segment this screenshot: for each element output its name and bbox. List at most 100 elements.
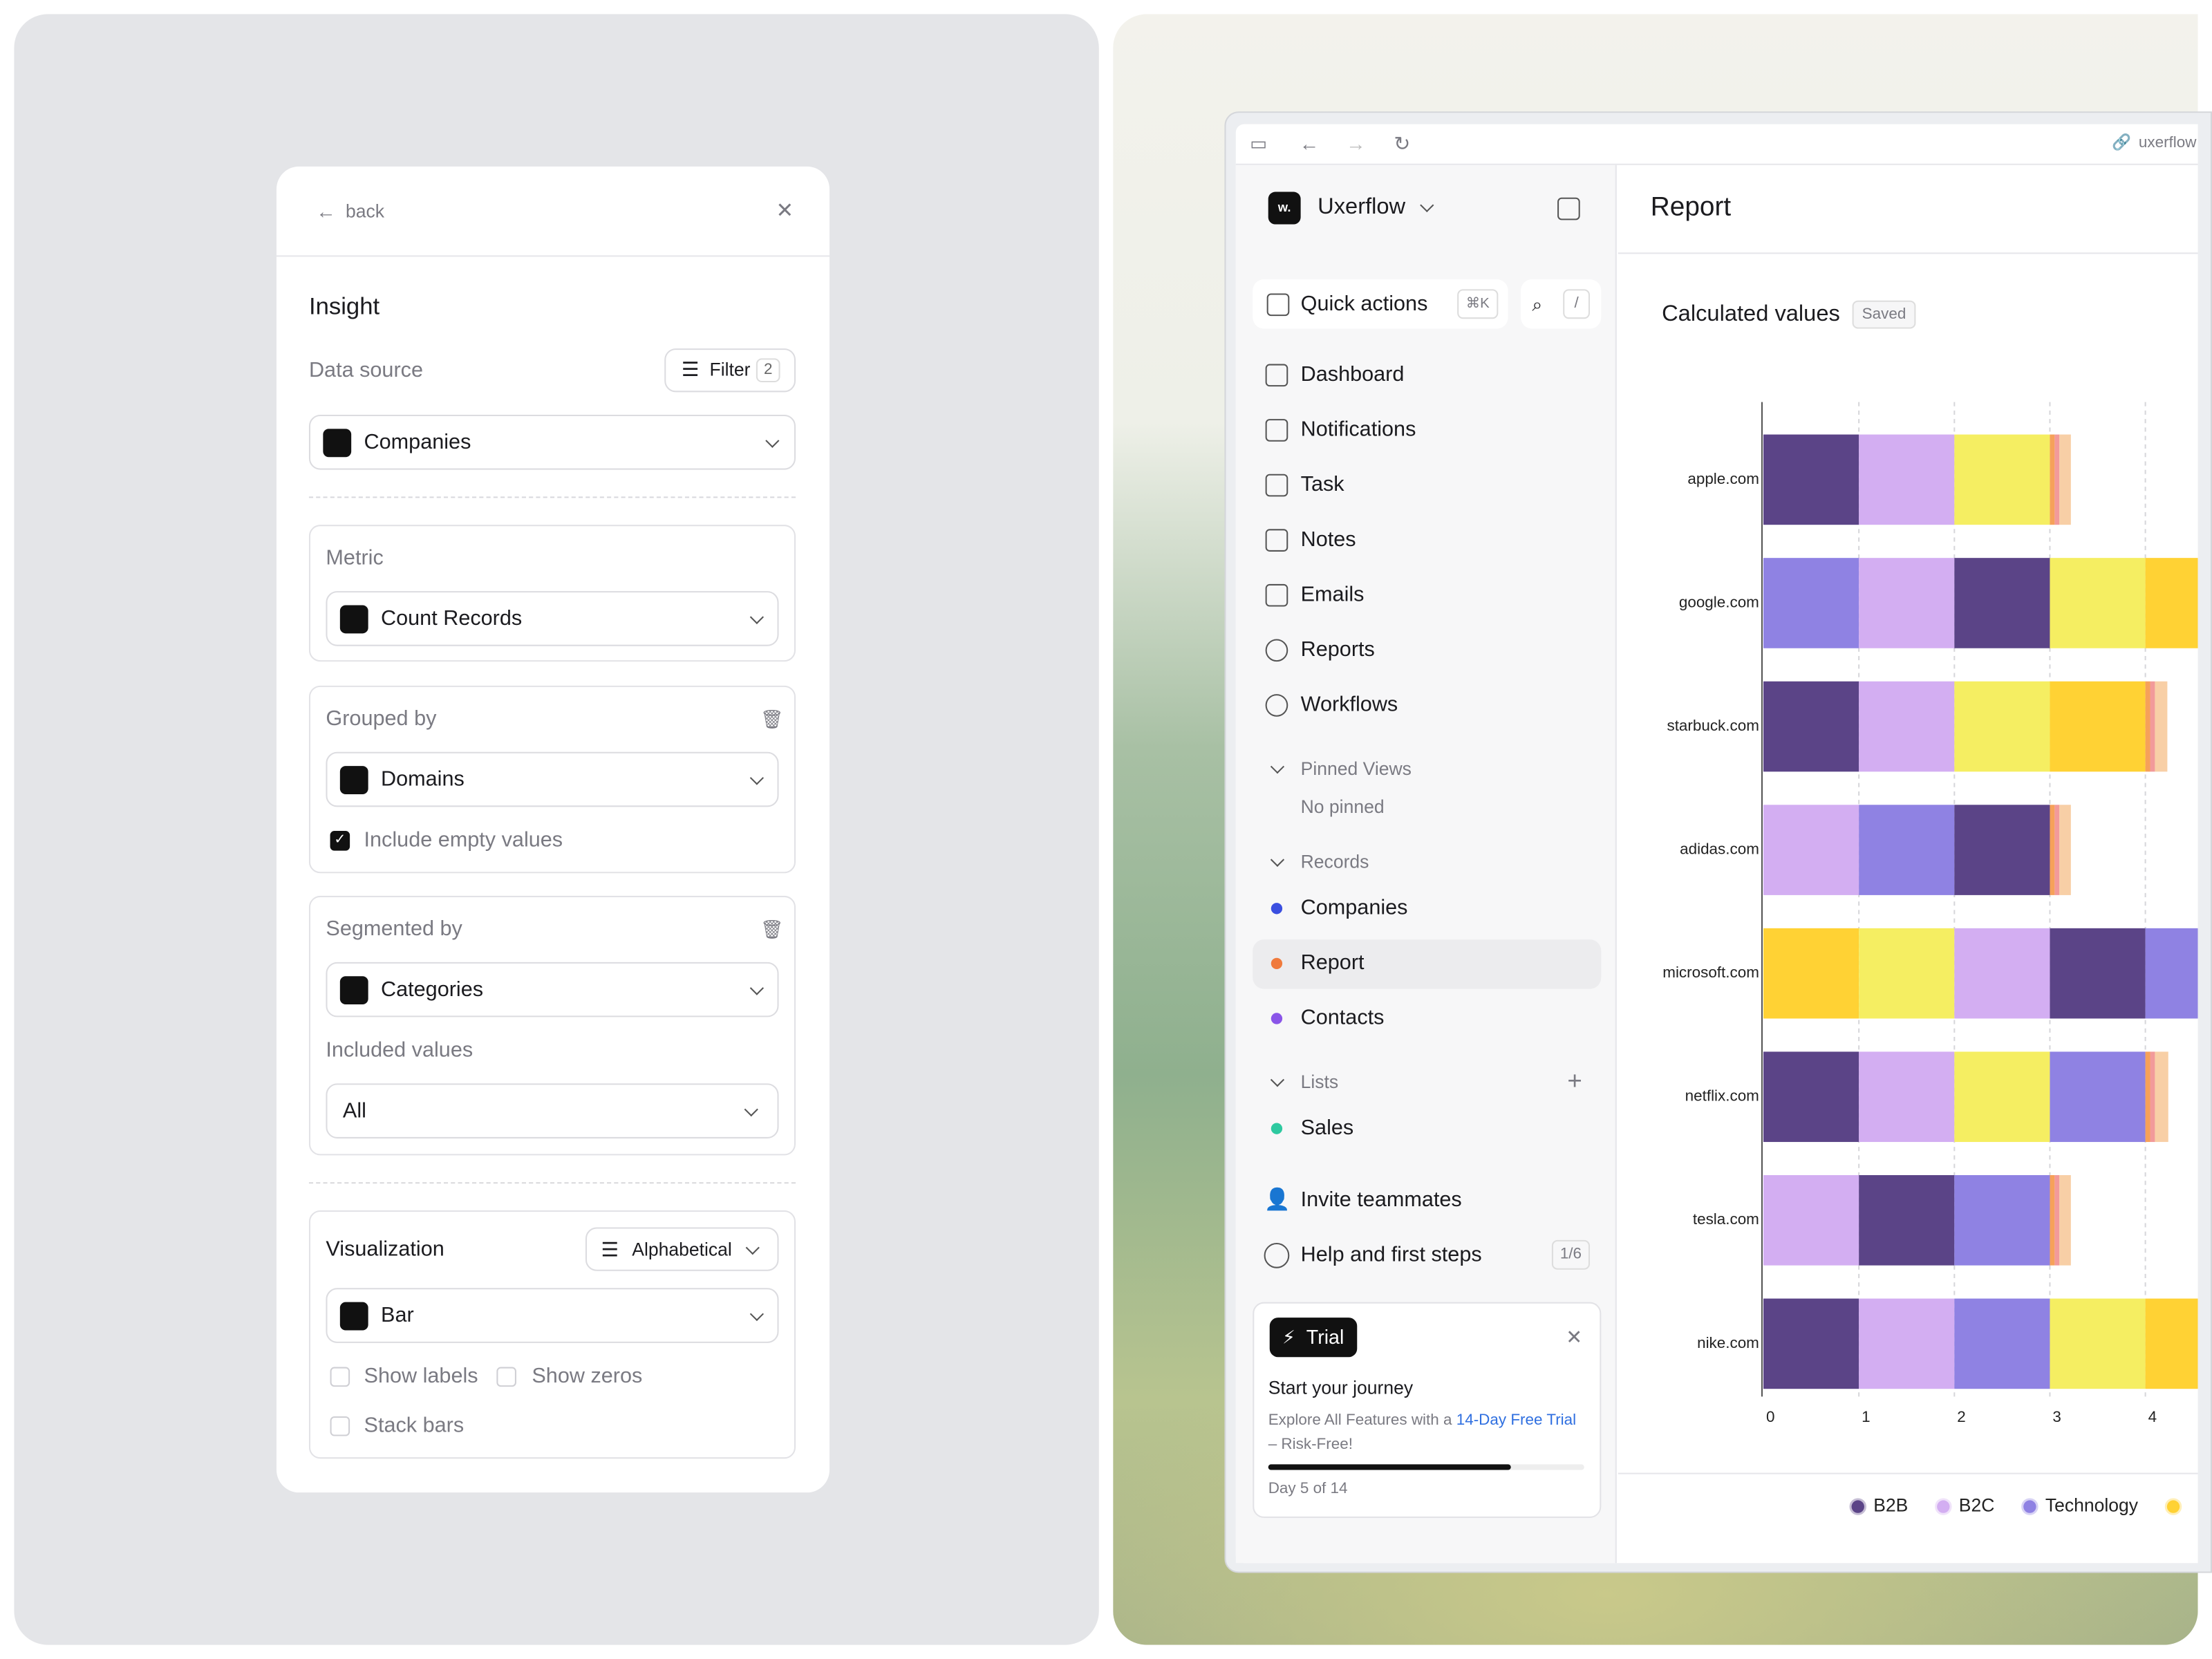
checkbox-label: Show zeros [532,1364,643,1389]
legend-label: B2B [1873,1495,1908,1516]
bar-segment [2054,805,2060,895]
nav-item[interactable]: Reports [1300,637,1375,662]
y-tick-label: adidas.com [1680,841,1759,858]
bar-segment [1859,1175,1955,1266]
section-title[interactable]: Records [1300,851,1369,872]
nav-icon [1265,364,1288,387]
select[interactable] [326,591,779,646]
checkbox-label: Stack bars [364,1413,465,1438]
bar-segment [1763,928,1859,1019]
x-tick-label: 3 [2052,1408,2061,1425]
trial-badge [1269,1318,1358,1358]
select[interactable] [326,1288,779,1343]
sort-label: Alphabetical [632,1239,732,1260]
nav-item[interactable]: Notifications [1300,418,1416,442]
nav-item[interactable]: Task [1300,472,1344,497]
checkbox-label: Show labels [364,1364,478,1389]
delete-button[interactable]: 🗑 [760,918,784,940]
sidebar-toggle[interactable]: ▭ [1250,133,1268,154]
nav-item[interactable]: Invite teammates [1300,1188,1462,1212]
bar-segment [2050,1051,2146,1143]
select[interactable] [326,1083,779,1138]
nav-item[interactable]: Report [1300,950,1365,975]
nav-item[interactable]: Workflows [1300,693,1398,717]
checkbox[interactable] [496,1367,516,1387]
bar-segment [2145,558,2198,648]
select-value: Count Records [381,606,523,631]
nav-item[interactable]: Help and first steps [1300,1242,1482,1267]
select-value: Companies [364,430,471,455]
checkbox-checked[interactable]: ✓ [330,831,350,851]
active-item [1253,939,1602,989]
bar-segment [1859,1051,1955,1143]
forward-button[interactable]: → [1345,132,1366,155]
icon [339,1302,368,1331]
icon [339,976,368,1005]
divider [1618,252,2198,254]
filter-button[interactable] [664,348,796,393]
select[interactable] [326,962,779,1018]
bar-segment [1763,1298,1859,1389]
y-tick-label: nike.com [1697,1334,1759,1351]
close-button[interactable]: ✕ [776,198,794,223]
legend-label: B2C [1959,1495,1995,1516]
section-title[interactable]: Pinned Views [1300,758,1412,779]
progress-badge: 1/6 [1551,1239,1590,1270]
add-button[interactable]: + [1567,1067,1582,1096]
nav-item[interactable]: Companies [1300,895,1408,920]
nav-item[interactable]: Dashboard [1300,362,1405,387]
nav-item[interactable]: Sales [1300,1116,1354,1140]
sort-button[interactable] [585,1227,779,1271]
bar-segment [1954,1298,2050,1389]
quick-actions[interactable] [1253,279,1508,329]
nav-item[interactable]: Contacts [1300,1006,1385,1030]
y-tick-label: starbuck.com [1667,717,1759,734]
select-value: Domains [381,767,465,791]
workspace-name[interactable]: Uxerflow [1318,195,1406,220]
grid-icon [1266,293,1290,317]
nav-item[interactable]: Notes [1300,527,1356,552]
bar-segment [2050,434,2055,525]
bar-segment [1859,805,1955,895]
select[interactable] [326,751,779,807]
bar-segment [1954,1175,2050,1266]
icon [339,766,368,794]
bar-segment [1763,681,1859,772]
bar-segment [1763,1175,1859,1266]
filter-label: Filter [709,358,751,380]
label: Grouped by [326,706,437,731]
select-value: Categories [381,977,484,1002]
bar-segment [2059,1175,2071,1266]
page-title: Report [1650,192,1732,223]
bar-segment [1859,434,1955,525]
reload-button[interactable]: ↻ [1394,132,1411,155]
trial-link[interactable]: 14-Day Free Trial [1456,1412,1577,1430]
bar-segment [1954,928,2050,1019]
back-icon[interactable]: ← [316,199,336,223]
filter-count: 2 [756,358,780,383]
layout-button[interactable] [1557,197,1580,221]
visualization-box [308,1210,796,1459]
bar-segment [2145,1298,2198,1389]
dot [1271,957,1283,970]
bar-segment [2059,805,2071,895]
bar-segment [2145,681,2150,772]
url[interactable]: uxerflow [2138,134,2197,152]
logo: w. [1268,191,1301,225]
section-title[interactable]: Lists [1300,1071,1339,1093]
nav-item[interactable]: Emails [1300,582,1365,607]
close-button[interactable]: ✕ [1566,1325,1583,1349]
icon [339,605,368,634]
back-button[interactable]: ← [1299,132,1320,155]
checkbox[interactable] [330,1416,350,1436]
bar-segment [1763,434,1859,525]
back-link[interactable]: back [346,200,385,222]
select[interactable] [308,415,796,470]
checkbox[interactable] [330,1367,350,1387]
link-icon: 🔗 [2112,134,2132,152]
quick-actions-label: Quick actions [1300,292,1428,317]
delete-button[interactable]: 🗑 [760,708,784,730]
sort-icon: ☰ [601,1238,619,1261]
bar-segment [2145,1051,2150,1143]
search[interactable] [1521,279,1602,329]
